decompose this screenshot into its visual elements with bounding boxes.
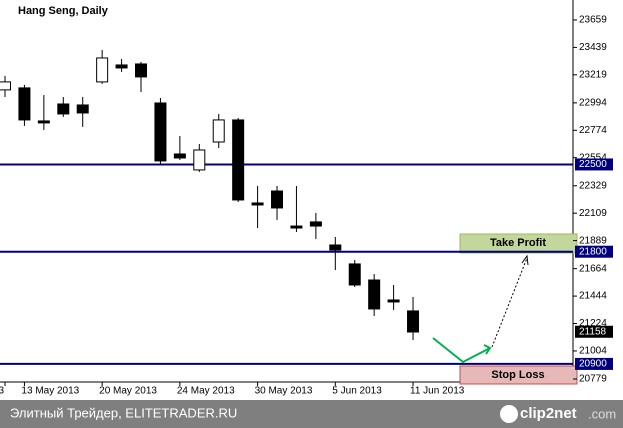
x-tick-label: 30 May 2013: [255, 386, 313, 397]
y-tick-label: 22329: [579, 180, 607, 191]
candle-body: [18, 87, 31, 121]
y-tick-label: 21004: [579, 346, 607, 357]
candle-body: [57, 103, 70, 115]
level-label: 20900: [579, 359, 607, 370]
candle-body: [387, 299, 400, 303]
logo-text: clip2net: [520, 405, 577, 422]
green-arrow: [432, 337, 491, 364]
level-label: 22500: [579, 159, 607, 170]
x-tick-label: 24 May 2013: [177, 386, 235, 397]
x-tick-label: 13 May 2013: [21, 386, 79, 397]
y-tick-label: 21444: [579, 291, 607, 302]
candle-body: [37, 120, 50, 124]
logo-icon: [500, 405, 518, 423]
x-tick-label: 20 May 2013: [99, 386, 157, 397]
y-tick-label: 22554: [579, 152, 607, 163]
footer-bar: [0, 400, 623, 428]
candle-body: [232, 119, 245, 201]
candle-body: [271, 190, 284, 209]
candle-body: [76, 104, 89, 114]
candle-body: [154, 102, 167, 162]
y-tick-label: 21889: [579, 235, 607, 246]
last-price-label: 21158: [579, 326, 607, 337]
dashed-arrowhead: [521, 254, 529, 266]
level-label-box: [575, 158, 613, 171]
candle-body: [329, 244, 342, 251]
y-tick-label: 22109: [579, 208, 607, 219]
candle-body: [251, 202, 264, 206]
candle-body: [135, 63, 148, 78]
green-arrowhead: [483, 344, 492, 355]
candle-body: [115, 64, 128, 69]
candle-body: [309, 221, 322, 227]
logo-suffix: .com: [588, 406, 616, 421]
candle-body: [212, 119, 225, 143]
y-tick-label: 21224: [579, 318, 607, 329]
stop-loss-label: Stop Loss: [491, 369, 544, 381]
background: [0, 0, 623, 400]
y-tick-label: 20779: [579, 374, 607, 385]
candle-body: [407, 310, 420, 333]
candle-body: [96, 57, 109, 83]
candle-body: [0, 81, 11, 91]
x-tick-label: 11 Jun 2013: [410, 386, 465, 397]
level-label: 21800: [579, 246, 607, 257]
y-tick-label: 23439: [579, 42, 607, 53]
level-label-box: [575, 245, 613, 258]
take-profit-box: [459, 233, 578, 254]
level-label-box: [575, 357, 613, 370]
candle-body: [173, 153, 186, 159]
candle-body: [348, 263, 361, 286]
candle-body: [193, 149, 206, 171]
footer-source: Элитный Трейдер, ELITETRADER.RU: [10, 405, 237, 420]
candle-body: [368, 279, 381, 310]
y-tick-label: 23219: [579, 69, 607, 80]
last-price-box: [575, 325, 613, 338]
stop-loss-box: [459, 365, 578, 385]
y-tick-label: 23659: [579, 15, 607, 26]
candle-body: [290, 225, 303, 229]
y-tick-label: 21664: [579, 263, 607, 274]
x-tick-label: 3: [0, 386, 4, 397]
chart-title: Hang Seng, Daily: [18, 5, 109, 17]
y-tick-label: 22994: [579, 97, 607, 108]
take-profit-label: Take Profit: [490, 237, 546, 249]
y-tick-label: 22774: [579, 125, 607, 136]
x-tick-label: 5 Jun 2013: [332, 386, 382, 397]
